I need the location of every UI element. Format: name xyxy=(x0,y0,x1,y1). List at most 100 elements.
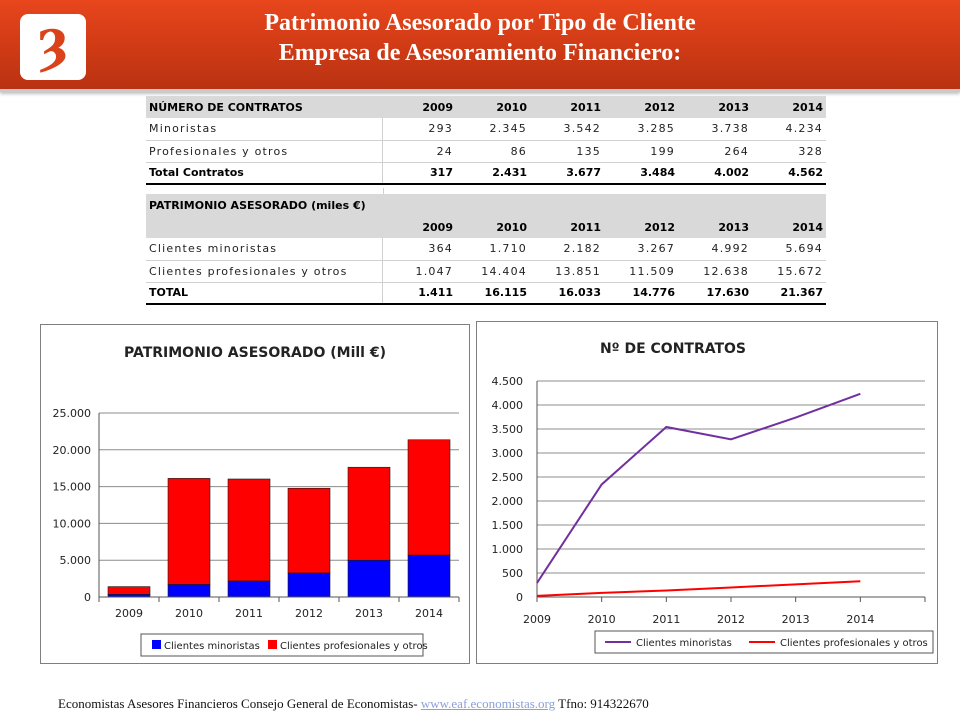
x-tick-label: 2014 xyxy=(846,613,874,626)
table-header-row: 2009 2010 2011 2012 2013 2014 xyxy=(146,216,826,238)
logo: Ȝ xyxy=(20,14,86,80)
contracts-line-chart: Nº DE CONTRATOS 0 500 1.000 1.500 2.000 2.500 3… xyxy=(476,321,938,664)
table-cell: 11.509 xyxy=(604,260,678,283)
table-cell: 4.234 xyxy=(752,118,826,141)
table-cell: 21.367 xyxy=(752,281,826,305)
y-tick-label: 1.000 xyxy=(492,543,524,556)
bar xyxy=(407,554,451,598)
year-header: 2009 xyxy=(382,96,456,118)
bar xyxy=(287,487,331,574)
y-tick-label: 0 xyxy=(516,591,523,604)
x-tick-label: 2011 xyxy=(235,607,263,620)
table-cell: 24 xyxy=(382,140,456,163)
x-tick-label: 2014 xyxy=(415,607,443,620)
y-tick-label: 25.000 xyxy=(53,407,92,420)
page-subtitle: Empresa de Asesoramiento Financiero: xyxy=(278,40,682,66)
x-tick-label: 2012 xyxy=(717,613,745,626)
bar xyxy=(347,559,391,598)
table-cell: 3.484 xyxy=(604,161,678,185)
bar xyxy=(407,439,451,556)
x-tick-label: 2009 xyxy=(115,607,143,620)
y-tick-label: 500 xyxy=(502,567,523,580)
table-cell: 17.630 xyxy=(678,281,752,305)
table-cell: 3.267 xyxy=(604,238,678,261)
assets-bar-chart-svg: PATRIMONIO ASESORADO (Mill €) 0 5.000 10.00… xyxy=(53,345,460,657)
year-header: 2012 xyxy=(604,216,678,238)
y-tick-label: 2.500 xyxy=(492,471,524,484)
assets-table: PATRIMONIO ASESORADO (miles €) 2009 2010… xyxy=(146,194,826,305)
table-header-row: PATRIMONIO ASESORADO (miles €) xyxy=(146,194,826,216)
row-label: Clientes profesionales y otros xyxy=(146,260,383,283)
table-row: Clientes profesionales y otros 1.047 14.… xyxy=(146,260,826,283)
table-cell: 86 xyxy=(456,140,530,163)
table-cell: 4.002 xyxy=(678,161,752,185)
footer-text: Economistas Asesores Financieros Consejo… xyxy=(58,696,421,711)
year-header: 2012 xyxy=(604,96,678,118)
y-tick-label: 2.000 xyxy=(492,495,524,508)
footer: Economistas Asesores Financieros Consejo… xyxy=(58,696,938,712)
year-header: 2013 xyxy=(678,216,752,238)
year-header: 2010 xyxy=(456,216,530,238)
footer-phone: Tfno: 914322670 xyxy=(555,696,649,711)
table-row: Clientes minoristas 364 1.710 2.182 3.26… xyxy=(146,238,826,261)
table-cell: 328 xyxy=(752,140,826,163)
legend-label: Clientes minoristas xyxy=(636,638,732,649)
legend-label: Clientes minoristas xyxy=(164,641,260,652)
year-header: 2014 xyxy=(752,96,826,118)
table-cell: 3.542 xyxy=(530,118,604,141)
y-tick-label: 3.000 xyxy=(492,447,524,460)
assets-bar-chart: PATRIMONIO ASESORADO (Mill €) 0 5.000 10.00… xyxy=(40,324,470,664)
series-line xyxy=(536,392,861,584)
chart-title: PATRIMONIO ASESORADO (Mill €) xyxy=(124,345,386,361)
x-tick-label: 2012 xyxy=(295,607,323,620)
table-cell: 264 xyxy=(678,140,752,163)
table-cell: 135 xyxy=(530,140,604,163)
row-label: Minoristas xyxy=(146,118,383,141)
footer-link[interactable]: www.eaf.economistas.org xyxy=(420,696,556,711)
row-label: Profesionales y otros xyxy=(146,140,383,163)
table-cell: 4.992 xyxy=(678,238,752,261)
table-cell: 2.431 xyxy=(456,161,530,185)
table-cell: 15.672 xyxy=(752,260,826,283)
table-cell: 1.710 xyxy=(456,238,530,261)
table-cell: 14.404 xyxy=(456,260,530,283)
contracts-line-chart-svg: Nº DE CONTRATOS 0 500 1.000 1.500 2.000 2.500 3… xyxy=(492,341,934,654)
x-tick-label: 2009 xyxy=(523,613,551,626)
year-header: 2011 xyxy=(530,216,604,238)
table-row: Minoristas 293 2.345 3.542 3.285 3.738 4… xyxy=(146,118,826,141)
chart-title: Nº DE CONTRATOS xyxy=(600,341,746,357)
divider xyxy=(383,188,384,194)
chart-legend xyxy=(140,633,424,657)
row-label: TOTAL xyxy=(146,281,383,305)
bar xyxy=(287,572,331,598)
table-cell: 2.182 xyxy=(530,238,604,261)
table-header-label: NÚMERO DE CONTRATOS xyxy=(146,96,382,118)
year-header: 2014 xyxy=(752,216,826,238)
table-cell: 3.677 xyxy=(530,161,604,185)
series-line xyxy=(536,580,861,597)
contracts-table: NÚMERO DE CONTRATOS 2009 2010 2011 2012 … xyxy=(146,96,826,185)
table-cell: 199 xyxy=(604,140,678,163)
y-tick-label: 3.500 xyxy=(492,423,524,436)
legend-label: Clientes profesionales y otros xyxy=(780,638,928,649)
bar xyxy=(227,580,271,598)
row-label: Clientes minoristas xyxy=(146,238,383,261)
bar xyxy=(227,478,271,582)
header-banner: Ȝ Patrimonio Asesorado por Tipo de Clien… xyxy=(0,0,960,92)
table-cell: 2.345 xyxy=(456,118,530,141)
table-cell: 1.047 xyxy=(382,260,456,283)
table-cell: 4.562 xyxy=(752,161,826,185)
y-tick-label: 10.000 xyxy=(53,517,92,530)
table-cell: 5.694 xyxy=(752,238,826,261)
row-label: Total Contratos xyxy=(146,161,383,185)
y-tick-label: 1.500 xyxy=(492,519,524,532)
y-tick-label: 20.000 xyxy=(53,444,92,457)
table-cell: 12.638 xyxy=(678,260,752,283)
bar xyxy=(167,584,211,598)
page-title: Patrimonio Asesorado por Tipo de Cliente xyxy=(264,10,696,36)
x-tick-label: 2013 xyxy=(355,607,383,620)
x-tick-label: 2011 xyxy=(652,613,680,626)
table-cell: 317 xyxy=(382,161,456,185)
table-cell: 16.033 xyxy=(530,281,604,305)
year-header: 2009 xyxy=(382,216,456,238)
